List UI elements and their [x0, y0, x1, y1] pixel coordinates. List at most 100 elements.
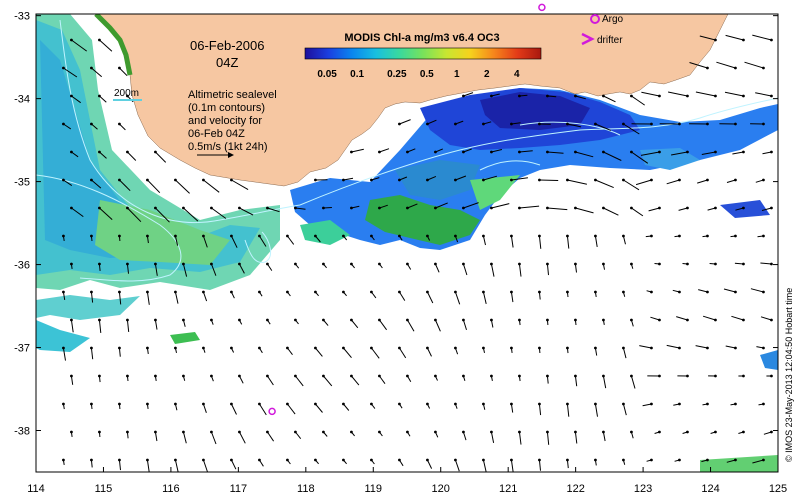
velocity-arrow: [567, 123, 582, 128]
velocity-arrow: [622, 235, 626, 245]
velocity-arrow: [174, 403, 178, 411]
x-tick-label: 116: [162, 483, 180, 495]
velocity-arrow: [183, 207, 199, 222]
velocity-arrow: [154, 263, 158, 276]
velocity-arrow: [622, 291, 626, 297]
velocity-arrow: [174, 459, 179, 472]
velocity-arrow: [710, 431, 716, 434]
velocity-arrow: [574, 431, 578, 444]
velocity-arrow: [519, 94, 528, 97]
velocity-arrow: [671, 151, 688, 156]
velocity-arrow: [155, 151, 167, 163]
velocity-arrow: [202, 235, 208, 248]
velocity-arrow: [295, 319, 299, 325]
velocity-arrow: [379, 375, 386, 384]
velocity-arrow: [379, 319, 388, 331]
velocity-arrow: [434, 375, 438, 381]
depth-label: 200m: [114, 88, 139, 99]
velocity-arrow: [546, 431, 550, 445]
velocity-arrow: [455, 175, 467, 181]
velocity-arrow: [594, 291, 597, 297]
velocity-arrow: [63, 123, 72, 130]
velocity-arrow: [462, 263, 468, 276]
velocity-arrow: [575, 207, 594, 214]
argo-float-marker: [538, 3, 546, 12]
velocity-arrow: [399, 119, 411, 125]
velocity-arrow: [744, 61, 764, 69]
velocity-arrow: [760, 316, 772, 321]
velocity-arrow: [315, 459, 319, 465]
velocity-arrow: [154, 375, 157, 381]
x-tick-label: 122: [566, 483, 584, 495]
colorbar-tick-label: 0.25: [387, 69, 407, 80]
velocity-arrow: [595, 179, 614, 189]
velocity-arrow: [267, 431, 275, 442]
velocity-arrow: [672, 289, 680, 293]
velocity-arrow: [640, 151, 660, 156]
y-tick-label: -37: [14, 343, 30, 355]
colorbar-tick-label: 4: [514, 69, 520, 80]
velocity-arrow: [435, 148, 443, 153]
velocity-arrow: [426, 403, 431, 409]
velocity-arrow: [702, 315, 716, 321]
velocity-arrow: [716, 61, 736, 69]
velocity-arrow: [697, 179, 708, 184]
velocity-arrow: [689, 62, 708, 69]
velocity-arrow: [490, 319, 494, 328]
velocity-arrow: [709, 263, 716, 265]
velocity-arrow: [267, 263, 273, 271]
velocity-arrow: [735, 207, 744, 211]
velocity-arrow: [210, 375, 214, 382]
velocity-arrow: [238, 319, 243, 325]
drifter-legend-icon: [581, 32, 595, 46]
velocity-arrow: [454, 347, 459, 355]
chlorophyll-field: [36, 14, 778, 472]
velocity-arrow: [351, 148, 364, 153]
x-tick-label: 118: [297, 483, 315, 495]
velocity-arrow: [518, 431, 522, 445]
velocity-arrow: [641, 91, 660, 97]
velocity-arrow: [594, 347, 598, 356]
velocity-arrow: [231, 179, 249, 191]
velocity-arrow: [91, 179, 102, 189]
velocity-arrow: [119, 123, 126, 131]
velocity-arrow: [482, 403, 486, 410]
velocity-arrow: [547, 95, 557, 98]
velocity-arrow: [682, 431, 688, 434]
velocity-arrow: [762, 151, 772, 155]
velocity-arrow: [695, 345, 708, 349]
velocity-arrow: [175, 179, 190, 194]
velocity-arrow: [371, 403, 376, 409]
velocity-arrow: [752, 459, 764, 464]
velocity-arrow: [379, 431, 383, 437]
velocity-arrow: [490, 263, 495, 277]
colorbar-tick-label: 2: [484, 69, 490, 80]
velocity-arrow: [351, 431, 355, 437]
velocity-arrow: [642, 403, 652, 407]
velocity-arrow: [426, 235, 431, 241]
sealevel-contours: [36, 19, 778, 282]
credit-text: © IMOS 23-May-2013 12:04:50 Hobart time: [784, 288, 794, 462]
velocity-arrow: [154, 431, 158, 442]
velocity-arrow: [323, 431, 328, 437]
velocity-arrow: [371, 177, 380, 181]
drifter-legend-label: drifter: [597, 35, 623, 46]
velocity-arrow: [155, 207, 170, 223]
velocity-arrow: [238, 263, 245, 274]
velocity-arrow: [399, 347, 407, 359]
x-tick-label: 114: [27, 483, 45, 495]
velocity-arrow: [119, 67, 128, 77]
velocity-arrow: [91, 123, 98, 130]
velocity-arrow: [379, 148, 390, 153]
velocity-arrow: [758, 403, 764, 406]
x-tick-label: 121: [499, 483, 517, 495]
velocity-arrow: [631, 151, 649, 164]
velocity-arrow: [295, 263, 300, 269]
velocity-arrow: [519, 150, 533, 153]
velocity-arrow: [546, 263, 549, 276]
velocity-arrow: [511, 122, 521, 125]
velocity-arrow: [99, 39, 113, 52]
velocity-arrow: [603, 95, 616, 103]
velocity-arrow: [491, 203, 510, 209]
